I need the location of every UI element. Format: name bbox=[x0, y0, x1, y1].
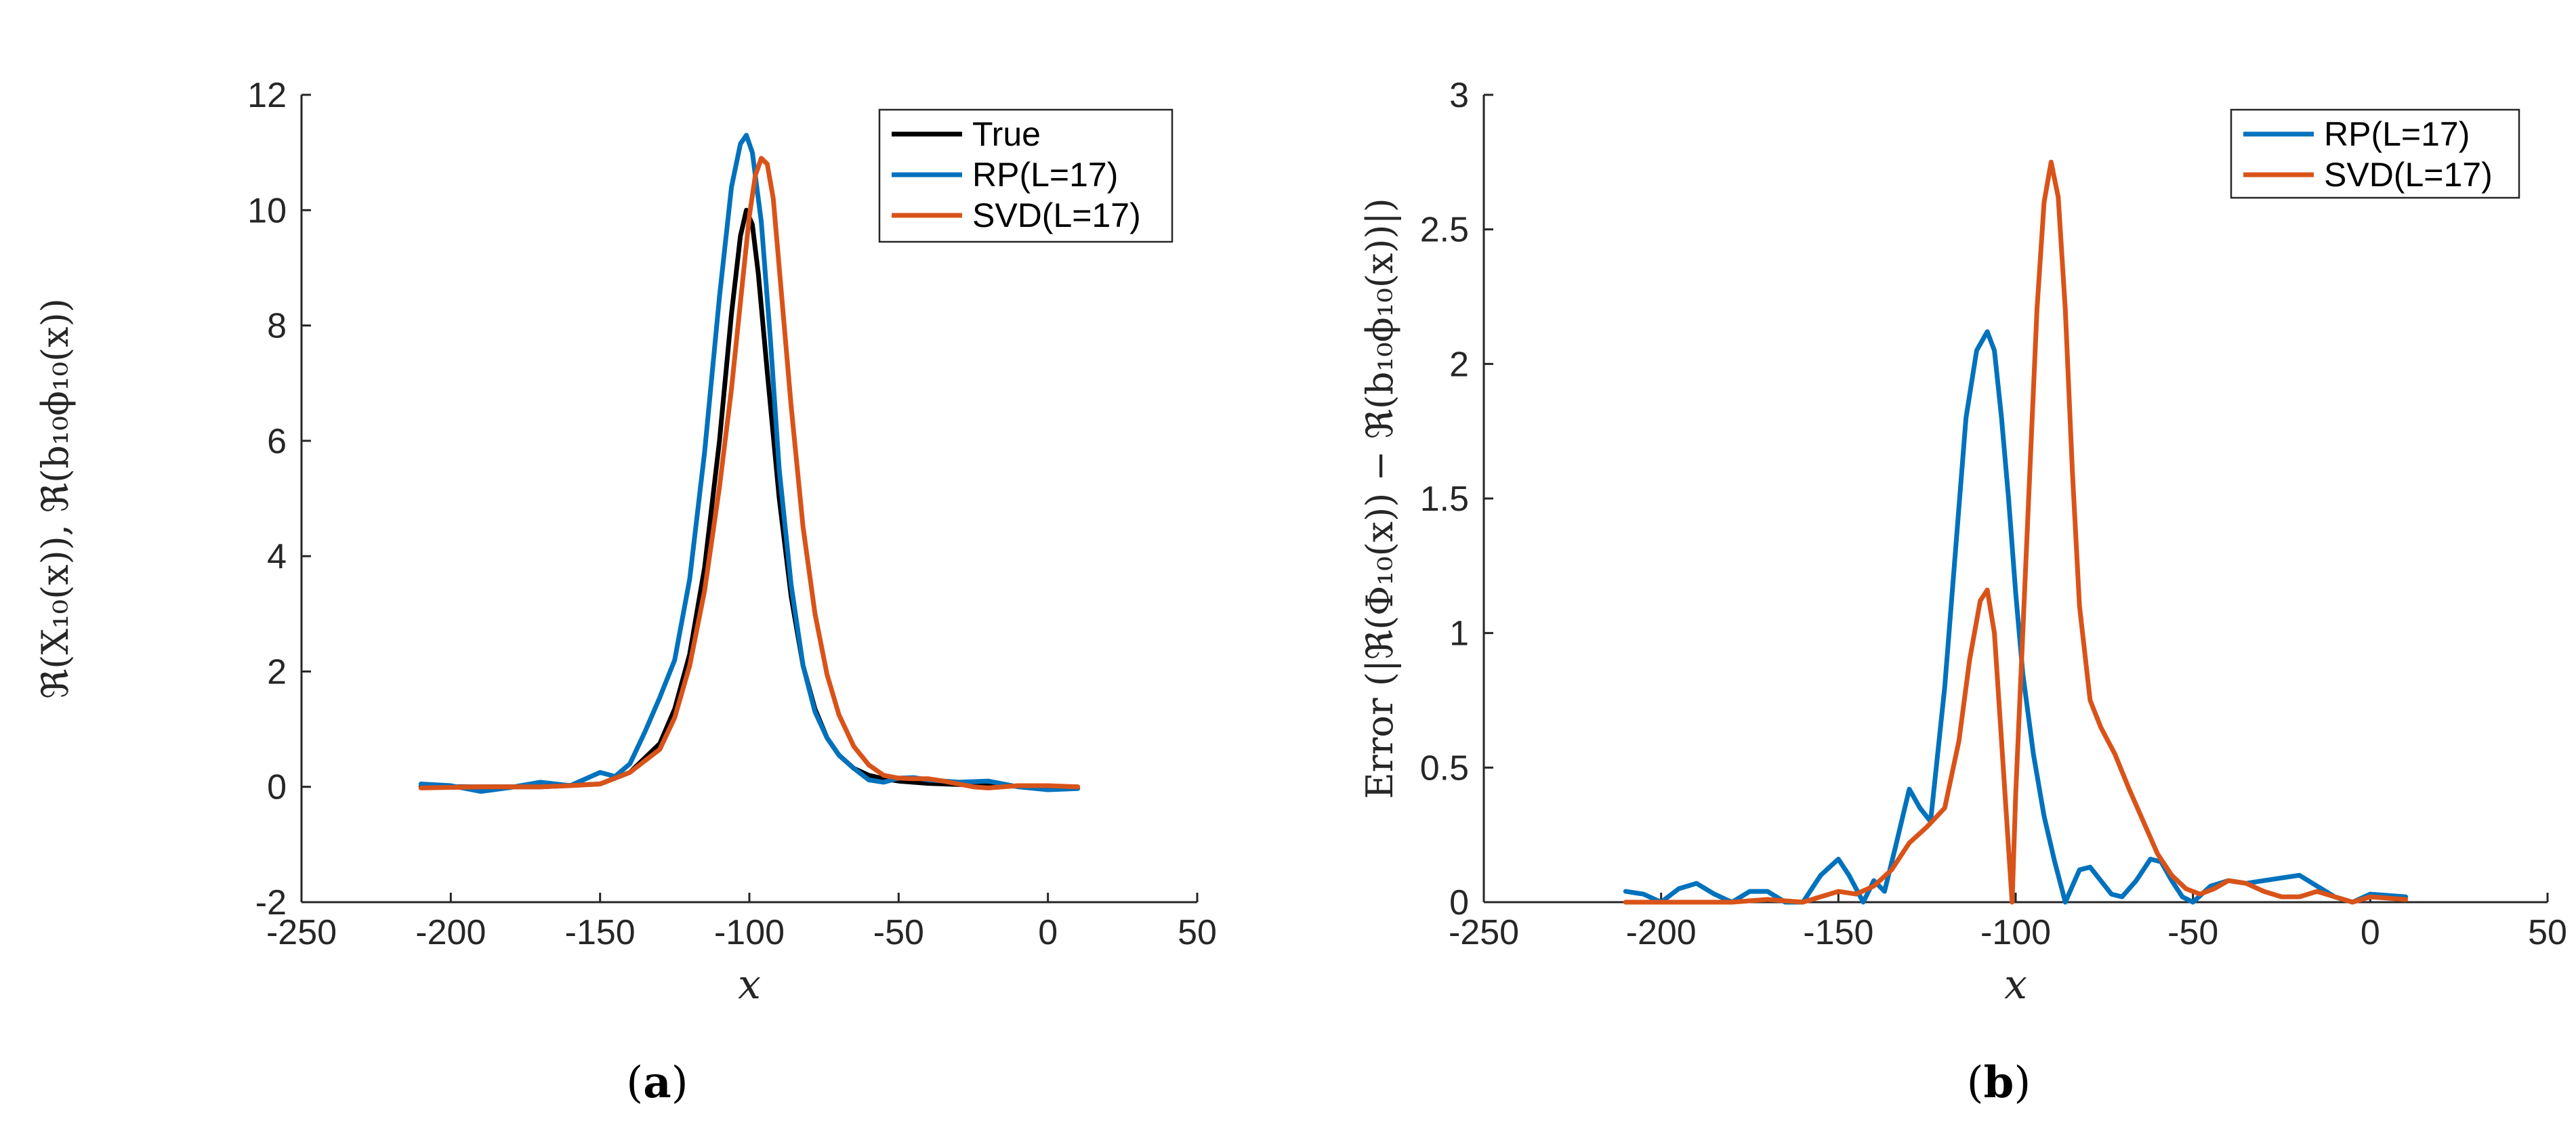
y-axis-label: Error (|ℜ(Φ₁₀(x)) − ℜ(b₁₀ϕ₁₀(x))|) bbox=[1358, 198, 1401, 799]
x-tick-label: -100 bbox=[1980, 913, 2051, 952]
legend-label: SVD(L=17) bbox=[2324, 156, 2493, 194]
y-tick-label: 0 bbox=[1449, 883, 1469, 922]
x-tick-label: 50 bbox=[1178, 913, 1217, 952]
y-tick-label: 6 bbox=[267, 422, 287, 461]
x-axis-label: x bbox=[738, 961, 761, 1009]
x-tick-label: -150 bbox=[565, 913, 636, 952]
y-tick-label: 1 bbox=[1449, 614, 1469, 654]
x-tick-label: -50 bbox=[2167, 913, 2218, 952]
legend: RP(L=17)SVD(L=17) bbox=[2230, 108, 2520, 199]
y-tick-label: 2.5 bbox=[1420, 211, 1469, 250]
y-tick-label: 3 bbox=[1449, 76, 1469, 115]
y-tick-label: -2 bbox=[255, 883, 287, 922]
y-tick-label: 10 bbox=[247, 191, 287, 230]
legend-label: RP(L=17) bbox=[2324, 115, 2470, 153]
y-tick-label: 8 bbox=[267, 307, 287, 346]
x-tick-label: -250 bbox=[1449, 913, 1519, 952]
y-axis-label: ℜ(X₁₀(x)), ℜ(b₁₀ϕ₁₀(x)) bbox=[34, 298, 77, 698]
y-tick-label: 4 bbox=[267, 537, 287, 576]
x-tick-label: 0 bbox=[1038, 913, 1058, 952]
x-tick-label: 50 bbox=[2528, 913, 2567, 952]
series-line-true bbox=[418, 207, 1081, 790]
x-tick-label: -150 bbox=[1803, 913, 1873, 952]
legend-label: RP(L=17) bbox=[972, 156, 1118, 194]
panel-caption: (a) bbox=[626, 1057, 688, 1108]
y-tick-label: 2 bbox=[1449, 345, 1469, 384]
legend-label: SVD(L=17) bbox=[972, 196, 1141, 234]
panel-a-chart: -250 -200 -150 -100 -50 0 50 -2 0 2 4 6 8 10 12 TrueRP(… bbox=[34, 76, 1217, 1108]
y-tick-label: 1.5 bbox=[1420, 480, 1469, 519]
series-line-svd-l-17 bbox=[418, 156, 1081, 790]
x-tick-label: -100 bbox=[714, 913, 785, 952]
panel-caption: (b) bbox=[1967, 1057, 2031, 1108]
x-tick-label: -250 bbox=[266, 913, 337, 952]
y-tick-label: 0 bbox=[267, 768, 287, 807]
legend-label: True bbox=[972, 115, 1041, 153]
series-line-svd-l-17 bbox=[1623, 159, 2409, 905]
x-tick-label: -50 bbox=[873, 913, 924, 952]
x-axis-label: x bbox=[2004, 961, 2027, 1009]
y-tick-label: 2 bbox=[267, 652, 287, 692]
x-tick-label: -200 bbox=[415, 913, 486, 952]
x-tick-label: 0 bbox=[2361, 913, 2380, 952]
y-tick-label: 12 bbox=[247, 76, 287, 115]
x-tick-label: -200 bbox=[1626, 913, 1697, 952]
y-tick-label: 0.5 bbox=[1420, 748, 1469, 788]
panel-b-chart: -250 -200 -150 -100 -50 0 50 0 0.5 1 1.5 2 2.5 3 RP(L=… bbox=[1358, 76, 2567, 1108]
legend-box bbox=[2230, 108, 2520, 199]
